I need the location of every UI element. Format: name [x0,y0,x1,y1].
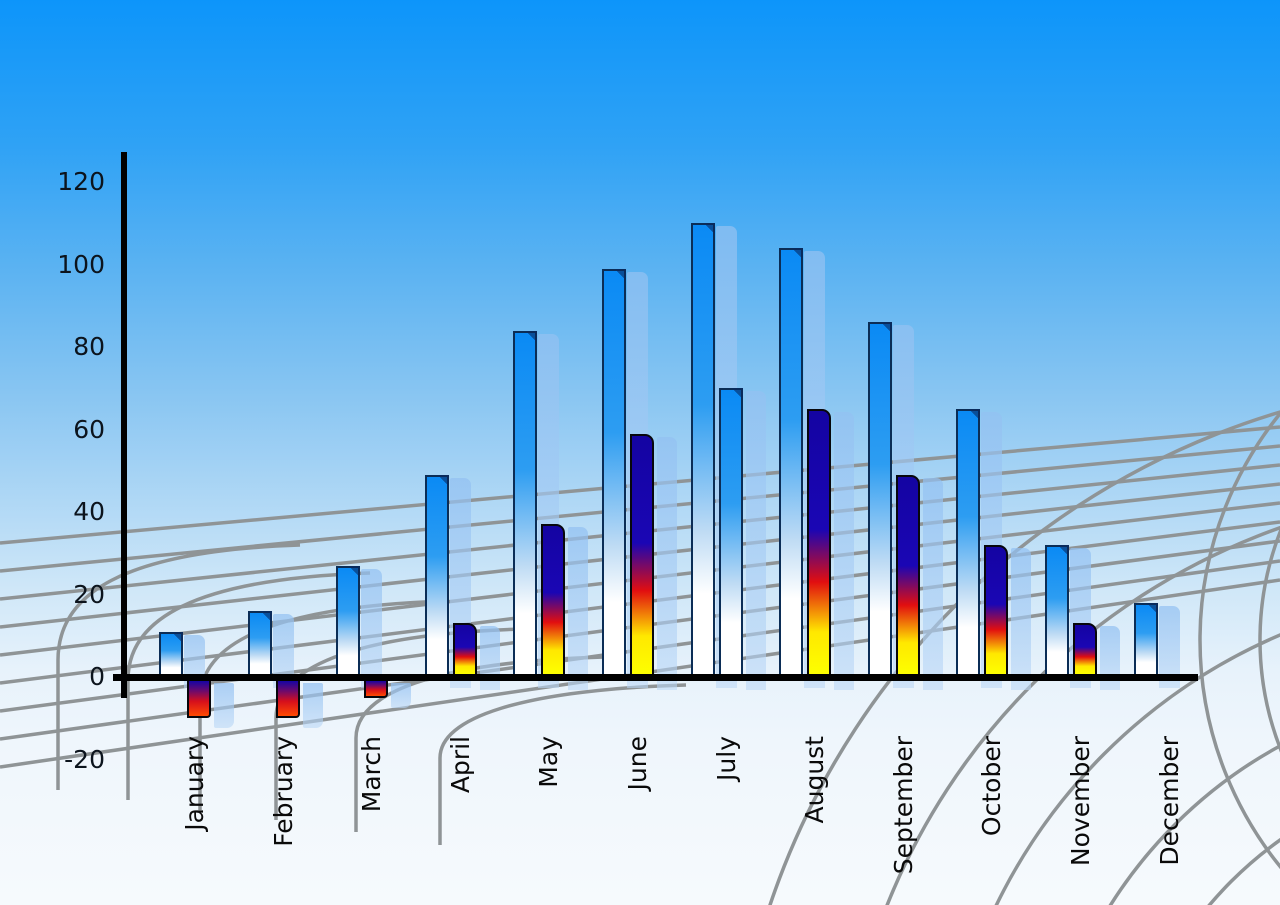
floor-grid-right-arcs [768,410,1280,905]
bar-bevel-corner [969,408,980,420]
bar-bevel-corner [261,611,272,622]
y-tick-100: 100 [57,249,105,279]
month-label-march: March [357,736,386,813]
bar-august-primary [779,248,803,677]
month-label-july: July [712,736,741,781]
month-label-june: June [623,736,652,791]
bar-bevel-corner [172,631,183,643]
bar-august-secondary-shadow [834,411,854,690]
bar-may-secondary-shadow [568,527,588,690]
bar-bevel-corner [1058,545,1069,556]
bar-december-primary [1134,602,1158,677]
bar-march-secondary-shadow [391,683,411,708]
y-tick-80: 80 [73,332,105,361]
bar-may-primary [513,330,537,677]
y-tick-120: 120 [57,167,105,196]
y-axis-line [121,152,127,698]
bar-bevel-corner [704,223,715,235]
bar-october-primary [956,408,980,677]
bar-february-secondary-shadow [303,683,323,729]
bar-february-primary-shadow [273,614,294,688]
bar-bevel-corner [615,268,626,280]
bar-september-secondary [896,474,920,676]
y-tick-0: 0 [89,662,105,691]
bar-july-secondary-shadow [746,391,766,690]
y-tick-60: 60 [73,414,105,444]
bar-bevel-corner [792,248,803,259]
x-axis-baseline [113,674,1198,681]
bar-april-primary [425,474,449,677]
bar-march-secondary [364,679,388,698]
month-label-april: April [446,736,475,794]
month-label-february: February [269,736,298,847]
month-label-october: October [977,736,1006,837]
bar-june-secondary-shadow [657,436,677,690]
bar-july-primary [691,223,715,677]
bar-may-secondary [541,524,565,676]
bar-bevel-corner [526,330,537,342]
bar-july-secondary [719,388,743,676]
month-label-december: December [1155,736,1184,866]
bar-november-secondary [1073,623,1097,676]
month-label-may: May [534,736,563,788]
bar-october-secondary-shadow [1011,548,1031,690]
bar-bevel-corner [438,474,449,486]
bar-february-primary [248,611,272,677]
bar-april-secondary [453,623,477,676]
bar-bevel-corner [349,565,360,577]
month-label-august: August [800,736,829,824]
y-tick-40: 40 [73,497,105,526]
bar-bevel-corner [732,388,743,400]
bar-august-secondary [807,408,831,676]
bar-february-secondary [276,679,300,719]
month-label-september: September [889,736,918,875]
y-tick-20: 20 [73,579,105,609]
month-label-january: January [180,736,209,831]
bar-march-primary [336,565,360,677]
bar-bevel-corner [1147,602,1158,614]
bar-march-primary-shadow [361,568,382,688]
month-label-november: November [1066,736,1095,867]
bar-january-secondary [187,679,211,719]
bar-october-secondary [984,545,1008,676]
bar-january-primary [159,631,183,677]
bar-june-primary [602,268,626,677]
bar-november-primary [1045,545,1069,677]
bar-bevel-corner [881,322,892,334]
y-tick--20: -20 [64,744,105,774]
bar-june-secondary [630,433,654,676]
bar-september-secondary-shadow [923,477,943,690]
bar-december-primary-shadow [1159,605,1180,688]
bar-september-primary [868,322,892,677]
bar-january-secondary-shadow [214,683,234,729]
